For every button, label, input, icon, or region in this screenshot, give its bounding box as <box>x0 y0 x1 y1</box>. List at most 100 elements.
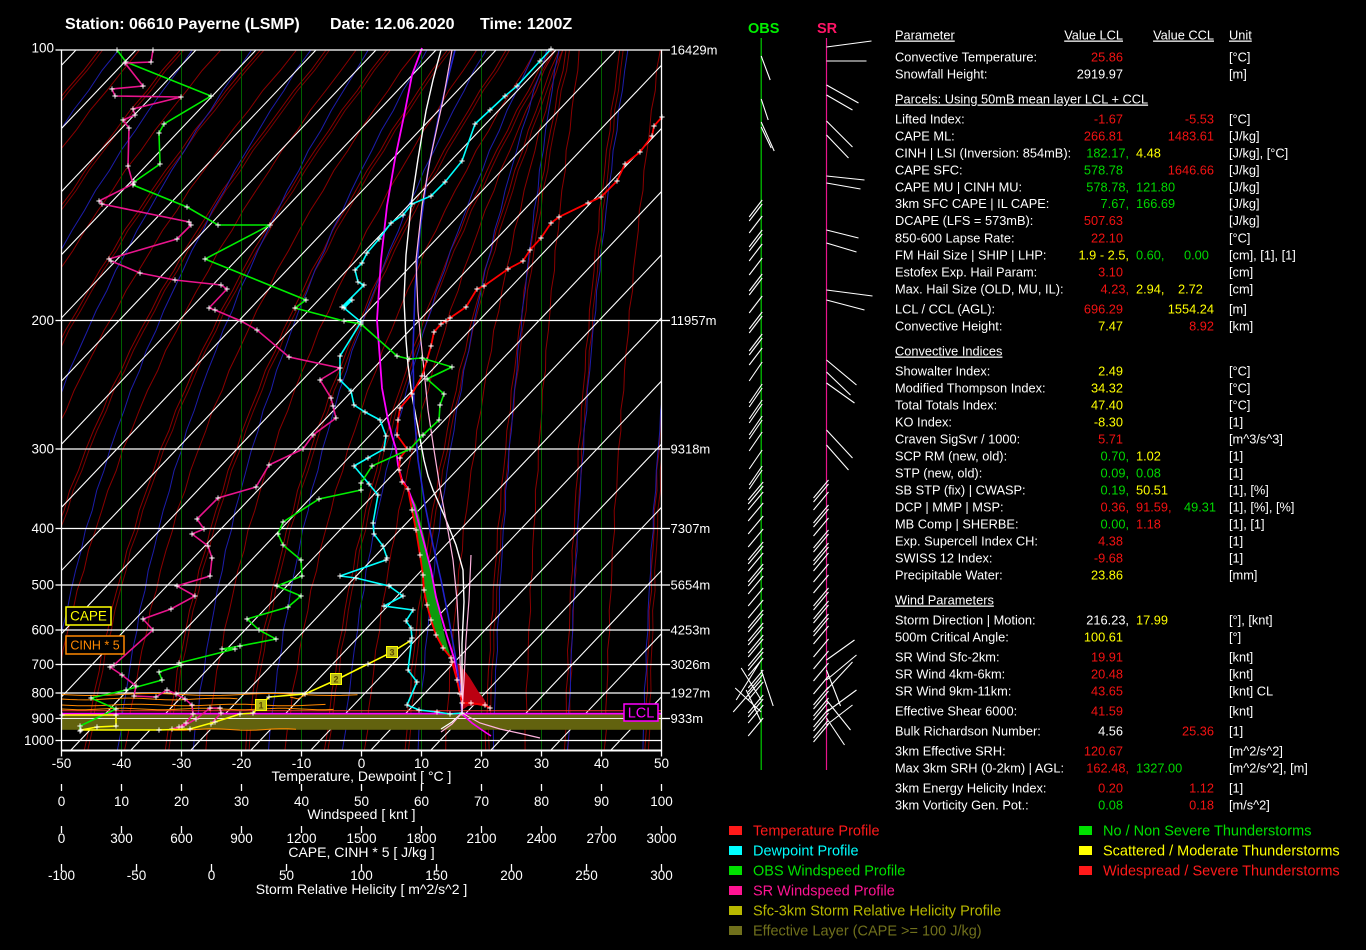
svg-text:800: 800 <box>31 686 54 701</box>
svg-text:[J/kg], [°C]: [J/kg], [°C] <box>1229 146 1288 161</box>
svg-text:30: 30 <box>234 794 249 809</box>
svg-text:Max. Hail Size (OLD, MU, IL):: Max. Hail Size (OLD, MU, IL): <box>895 282 1064 297</box>
svg-text:5654m: 5654m <box>671 578 711 593</box>
svg-text:90: 90 <box>594 794 609 809</box>
svg-text:120.67: 120.67 <box>1084 744 1123 759</box>
svg-text:[1], [%]: [1], [%] <box>1229 483 1269 498</box>
svg-text:-1.67: -1.67 <box>1094 112 1123 127</box>
svg-text:Convective Temperature:: Convective Temperature: <box>895 50 1037 65</box>
svg-text:[m/s^2]: [m/s^2] <box>1229 798 1270 813</box>
svg-text:Dewpoint Profile: Dewpoint Profile <box>753 844 859 860</box>
svg-text:0.00,: 0.00, <box>1101 517 1129 532</box>
svg-text:Convective Indices: Convective Indices <box>895 344 1002 359</box>
svg-text:2400: 2400 <box>526 831 556 846</box>
svg-text:Estofex Exp. Hail Param:: Estofex Exp. Hail Param: <box>895 265 1037 280</box>
svg-text:-100: -100 <box>48 868 75 883</box>
svg-text:100: 100 <box>350 868 373 883</box>
svg-text:166.69: 166.69 <box>1136 196 1175 211</box>
svg-text:22.10: 22.10 <box>1091 231 1123 246</box>
svg-text:0.08: 0.08 <box>1136 466 1161 481</box>
svg-text:50: 50 <box>279 868 294 883</box>
svg-text:0.08: 0.08 <box>1098 798 1123 813</box>
svg-text:4.23,: 4.23, <box>1101 282 1129 297</box>
svg-text:CINH * 5: CINH * 5 <box>70 639 119 653</box>
svg-text:41.59: 41.59 <box>1091 704 1123 719</box>
svg-text:70: 70 <box>474 794 489 809</box>
svg-text:SCP RM (new, old):: SCP RM (new, old): <box>895 449 1007 464</box>
svg-text:0.60,: 0.60, <box>1136 248 1164 263</box>
svg-text:4.38: 4.38 <box>1098 534 1123 549</box>
svg-text:[cm], [1], [1]: [cm], [1], [1] <box>1229 248 1296 263</box>
svg-text:50: 50 <box>354 794 369 809</box>
svg-text:0: 0 <box>58 831 66 846</box>
svg-text:7.67,: 7.67, <box>1101 196 1129 211</box>
svg-text:500: 500 <box>31 578 54 593</box>
svg-text:[J/kg]: [J/kg] <box>1229 163 1260 178</box>
svg-text:[cm]: [cm] <box>1229 265 1253 280</box>
svg-text:60: 60 <box>414 794 429 809</box>
svg-text:-5.53: -5.53 <box>1185 112 1214 127</box>
svg-text:SWISS 12 Index:: SWISS 12 Index: <box>895 551 992 566</box>
svg-text:STP (new, old):: STP (new, old): <box>895 466 982 481</box>
svg-text:700: 700 <box>31 657 54 672</box>
svg-text:0: 0 <box>58 794 66 809</box>
svg-text:OBS Windspeed Profile: OBS Windspeed Profile <box>753 864 905 880</box>
svg-text:Sfc-3km Storm Relative Helicit: Sfc-3km Storm Relative Helicity Profile <box>753 904 1001 920</box>
svg-text:Max 3km SRH (0-2km) | AGL:: Max 3km SRH (0-2km) | AGL: <box>895 761 1064 776</box>
svg-text:3000: 3000 <box>646 831 676 846</box>
svg-text:LCL: LCL <box>628 706 655 722</box>
svg-text:1200: 1200 <box>286 831 316 846</box>
svg-text:[knt]: [knt] <box>1229 667 1253 682</box>
svg-text:Temperature, Dewpoint [ °C ]: Temperature, Dewpoint [ °C ] <box>272 768 452 784</box>
svg-text:0.18: 0.18 <box>1189 798 1214 813</box>
svg-text:3: 3 <box>389 648 394 658</box>
svg-text:2.72: 2.72 <box>1178 282 1203 297</box>
svg-text:[knt]: [knt] <box>1229 704 1253 719</box>
svg-text:200: 200 <box>31 313 54 328</box>
svg-text:8.92: 8.92 <box>1189 319 1214 334</box>
svg-text:Storm Relative Helicity [ m^2: Storm Relative Helicity [ m^2/s^2 ] <box>256 881 468 897</box>
svg-text:[J/kg]: [J/kg] <box>1229 129 1260 144</box>
svg-text:100.61: 100.61 <box>1084 630 1123 645</box>
svg-text:SR: SR <box>817 21 838 37</box>
svg-text:2: 2 <box>333 675 338 685</box>
svg-text:-50: -50 <box>127 868 147 883</box>
svg-text:[m^2/s^2]: [m^2/s^2] <box>1229 744 1283 759</box>
svg-text:933m: 933m <box>671 711 704 726</box>
svg-text:DCP | MMP | MSP:: DCP | MMP | MSP: <box>895 500 1004 515</box>
svg-text:5.71: 5.71 <box>1098 432 1123 447</box>
svg-text:100: 100 <box>31 41 54 56</box>
svg-text:850-600 Lapse Rate:: 850-600 Lapse Rate: <box>895 231 1015 246</box>
svg-text:200: 200 <box>500 868 523 883</box>
svg-text:1554.24: 1554.24 <box>1168 302 1214 317</box>
svg-text:16429m: 16429m <box>671 43 718 58</box>
svg-text:-40: -40 <box>112 756 132 771</box>
svg-text:3km Energy Helicity Index:: 3km Energy Helicity Index: <box>895 781 1047 796</box>
svg-text:2.49: 2.49 <box>1098 364 1123 379</box>
svg-text:0.20: 0.20 <box>1098 781 1123 796</box>
svg-text:4.48: 4.48 <box>1136 146 1161 161</box>
svg-text:1.12: 1.12 <box>1189 781 1214 796</box>
svg-text:578.78,: 578.78, <box>1086 180 1129 195</box>
svg-text:[m^2/s^2], [m]: [m^2/s^2], [m] <box>1229 761 1308 776</box>
svg-text:3.10: 3.10 <box>1098 265 1123 280</box>
svg-text:-9.68: -9.68 <box>1094 551 1123 566</box>
svg-text:Exp. Supercell Index CH:: Exp. Supercell Index CH: <box>895 534 1038 549</box>
svg-text:Value CCL: Value CCL <box>1153 28 1214 43</box>
svg-text:40: 40 <box>594 756 609 771</box>
svg-text:47.40: 47.40 <box>1091 398 1123 413</box>
svg-text:600: 600 <box>31 623 54 638</box>
svg-text:80: 80 <box>534 794 549 809</box>
svg-text:[°C]: [°C] <box>1229 50 1250 65</box>
svg-text:0.00: 0.00 <box>1184 248 1209 263</box>
svg-text:578.78: 578.78 <box>1084 163 1123 178</box>
svg-text:Widespread / Severe Thundersto: Widespread / Severe Thunderstorms <box>1103 864 1340 880</box>
svg-text:[J/kg]: [J/kg] <box>1229 196 1260 211</box>
svg-text:-30: -30 <box>172 756 192 771</box>
svg-text:900: 900 <box>230 831 253 846</box>
svg-text:121.80: 121.80 <box>1136 180 1175 195</box>
svg-text:266.81: 266.81 <box>1084 129 1123 144</box>
svg-text:1927m: 1927m <box>671 686 711 701</box>
svg-text:10: 10 <box>114 794 129 809</box>
svg-text:216.23,: 216.23, <box>1086 613 1129 628</box>
